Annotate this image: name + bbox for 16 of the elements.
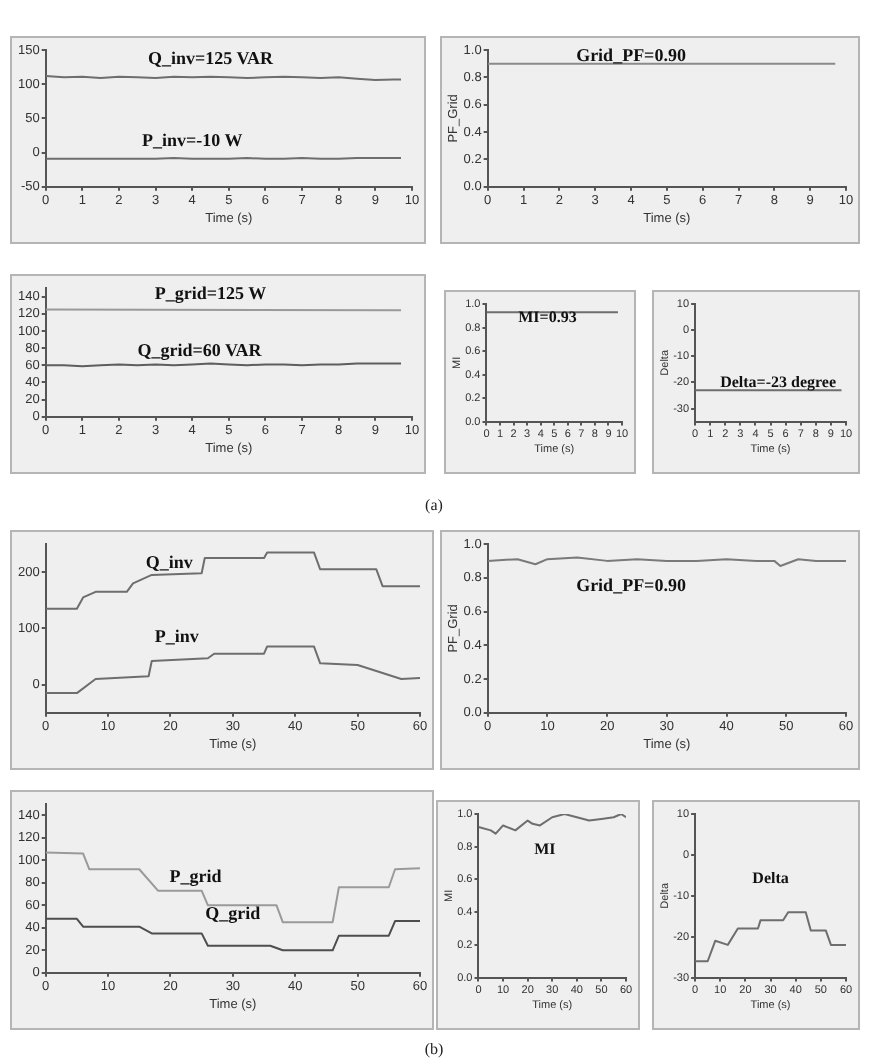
text: (b): [424, 1040, 444, 1058]
annotation: P_inv: [154, 626, 200, 647]
text: (a): [425, 496, 443, 514]
annotation: Q_grid: [205, 902, 261, 923]
annotation: P_grid=125 W: [154, 283, 267, 304]
annotation: Q_inv: [145, 551, 194, 572]
annotation: MI=0.93: [518, 308, 577, 327]
annotation: Delta=-23 degree: [720, 372, 837, 391]
annotation: Grid_PF=0.90: [576, 575, 687, 596]
annotation: Q_inv=125 VAR: [147, 47, 275, 68]
annotation: P_grid: [169, 865, 222, 886]
annotation: P_inv=-10 W: [142, 129, 243, 150]
annotation: Delta: [752, 869, 789, 888]
annotation: MI: [534, 839, 556, 858]
annotation: Grid_PF=0.90: [576, 44, 687, 65]
annotation: Q_grid=60 VAR: [137, 339, 263, 360]
